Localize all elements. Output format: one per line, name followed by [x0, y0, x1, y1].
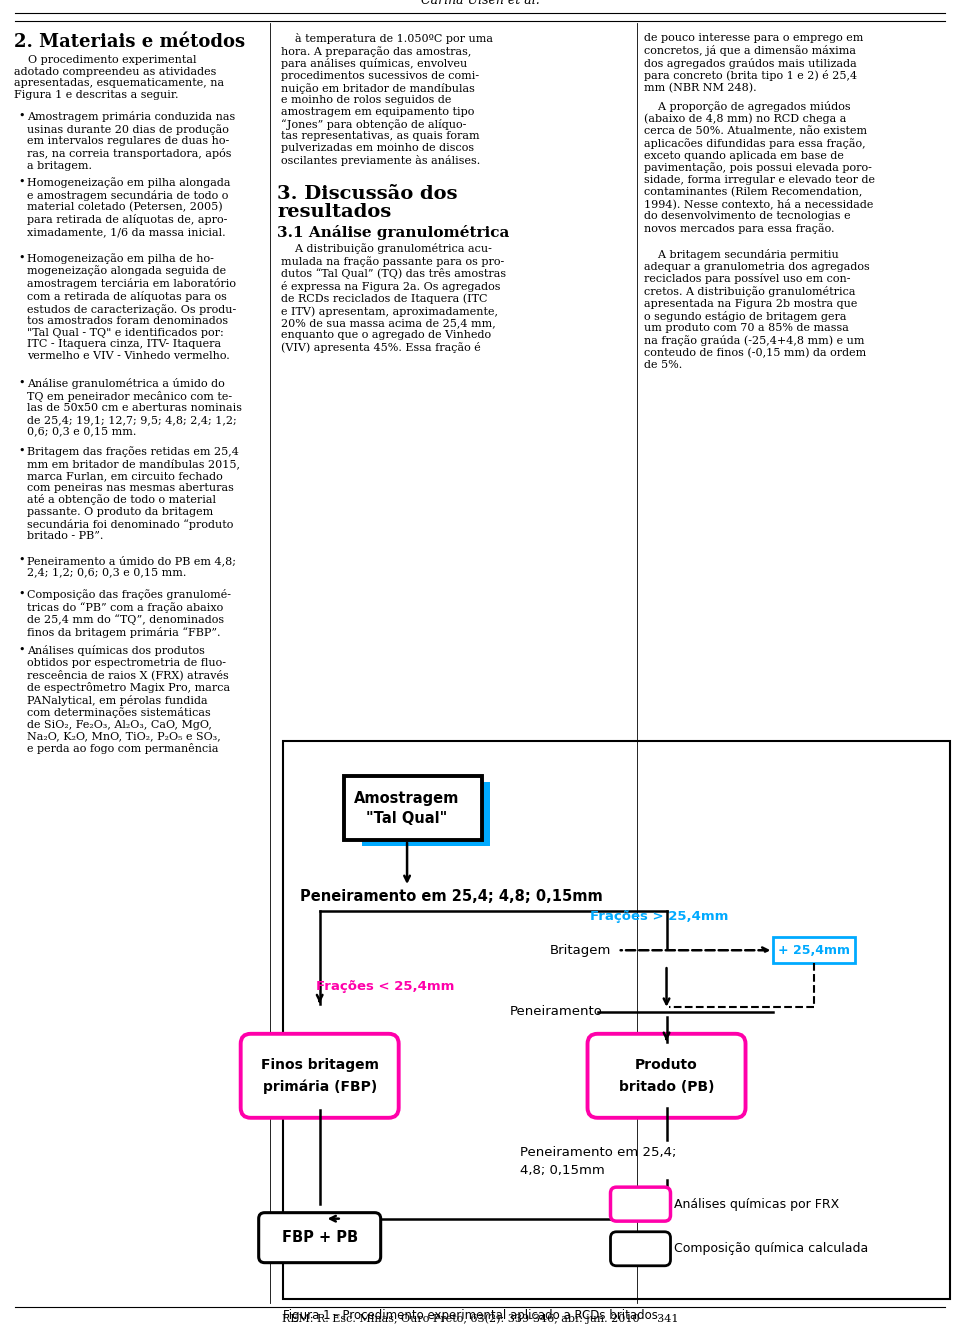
- Text: FBP + PB: FBP + PB: [281, 1230, 358, 1246]
- Text: britado (PB): britado (PB): [619, 1079, 714, 1094]
- Text: Amostragem primária conduzida nas
usinas durante 20 dias de produção
em interval: Amostragem primária conduzida nas usinas…: [27, 110, 235, 170]
- Text: •: •: [18, 646, 25, 655]
- Text: Peneiramento em 25,4; 4,8; 0,15mm: Peneiramento em 25,4; 4,8; 0,15mm: [300, 889, 603, 904]
- Text: Frações < 25,4mm: Frações < 25,4mm: [317, 980, 455, 993]
- Text: •: •: [18, 555, 25, 564]
- Text: Figura 1 - Procedimento experimental aplicado a RCDs britados.: Figura 1 - Procedimento experimental apl…: [283, 1308, 661, 1322]
- Text: resultados: resultados: [277, 204, 392, 221]
- Text: Britagem: Britagem: [550, 944, 612, 957]
- Text: Homogeneização em pilha de ho-
mogeneização alongada seguida de
amostragem terci: Homogeneização em pilha de ho- mogeneiza…: [27, 253, 236, 361]
- Text: REM: R. Esc. Minas, Ouro Preto, 63(2): 339-346, abr. jun. 2010     341: REM: R. Esc. Minas, Ouro Preto, 63(2): 3…: [281, 1314, 679, 1324]
- Text: Análise granulométrica a úmido do
TQ em peneirador mecânico com te-
las de 50x50: Análise granulométrica a úmido do TQ em …: [27, 378, 242, 437]
- Bar: [362, 781, 490, 847]
- Text: •: •: [18, 446, 25, 457]
- Text: Composição das frações granulomé-
tricas do “PB” com a fração abaixo
de 25,4 mm : Composição das frações granulomé- tricas…: [27, 590, 231, 638]
- Text: 4,8; 0,15mm: 4,8; 0,15mm: [519, 1163, 605, 1177]
- Text: Análises químicas por FRX: Análises químicas por FRX: [675, 1198, 840, 1211]
- Text: Composição química calculada: Composição química calculada: [675, 1242, 869, 1255]
- Text: •: •: [18, 378, 25, 389]
- Text: Amostragem: Amostragem: [354, 792, 460, 807]
- Text: 3.1 Análise granulométrica: 3.1 Análise granulométrica: [277, 225, 510, 240]
- Text: O procedimento experimental
adotado compreendeu as atividades
apresentadas, esqu: O procedimento experimental adotado comp…: [14, 55, 224, 100]
- Bar: [773, 937, 855, 964]
- Text: A proporção de agregados miúdos
(abaixo de 4,8 mm) no RCD chega a
cerca de 50%. : A proporção de agregados miúdos (abaixo …: [644, 101, 875, 234]
- Text: de pouco interesse para o emprego em
concretos, já que a dimensão máxima
dos agr: de pouco interesse para o emprego em con…: [644, 33, 863, 93]
- Text: Peneiramento a úmido do PB em 4,8;
2,4; 1,2; 0,6; 0,3 e 0,15 mm.: Peneiramento a úmido do PB em 4,8; 2,4; …: [27, 555, 236, 578]
- Text: A distribuição granulométrica acu-
mulada na fração passante para os pro-
dutos : A distribuição granulométrica acu- mulad…: [281, 244, 506, 353]
- Text: à temperatura de 1.050ºC por uma
hora. A preparação das amostras,
para análises : à temperatura de 1.050ºC por uma hora. A…: [281, 33, 493, 166]
- Text: 3. Discussão dos: 3. Discussão dos: [277, 185, 458, 204]
- Text: Homogeneização em pilha alongada
e amostragem secundária de todo o
material cole: Homogeneização em pilha alongada e amost…: [27, 177, 230, 237]
- Text: "Tal Qual": "Tal Qual": [367, 812, 447, 827]
- Text: + 25,4mm: + 25,4mm: [779, 944, 851, 957]
- Text: •: •: [18, 253, 25, 264]
- Bar: [283, 741, 950, 1299]
- Text: •: •: [18, 110, 25, 121]
- Text: Análises químicas dos produtos
obtidos por espectrometria de fluo-
resceência de: Análises químicas dos produtos obtidos p…: [27, 646, 230, 755]
- Text: •: •: [18, 177, 25, 186]
- Text: Finos britagem: Finos britagem: [261, 1058, 378, 1071]
- FancyBboxPatch shape: [258, 1213, 381, 1263]
- FancyBboxPatch shape: [611, 1187, 670, 1221]
- Text: Frações > 25,4mm: Frações > 25,4mm: [589, 910, 729, 924]
- FancyBboxPatch shape: [588, 1034, 746, 1118]
- FancyBboxPatch shape: [241, 1034, 398, 1118]
- FancyBboxPatch shape: [611, 1231, 670, 1266]
- Text: Carina Ulsen et al.: Carina Ulsen et al.: [420, 0, 540, 7]
- Text: 2. Materiais e métodos: 2. Materiais e métodos: [14, 33, 245, 51]
- Text: Peneiramento em 25,4;: Peneiramento em 25,4;: [519, 1146, 676, 1159]
- Text: Peneiramento: Peneiramento: [510, 1005, 603, 1018]
- Bar: [344, 776, 482, 840]
- Text: A britagem secundária permitiu
adequar a granulometria dos agregados
reciclados : A britagem secundária permitiu adequar a…: [644, 249, 870, 370]
- Text: Britagem das frações retidas em 25,4
mm em britador de mandíbulas 2015,
marca Fu: Britagem das frações retidas em 25,4 mm …: [27, 446, 240, 542]
- Text: Produto: Produto: [636, 1058, 698, 1071]
- Text: •: •: [18, 590, 25, 599]
- Text: primária (FBP): primária (FBP): [263, 1079, 377, 1094]
